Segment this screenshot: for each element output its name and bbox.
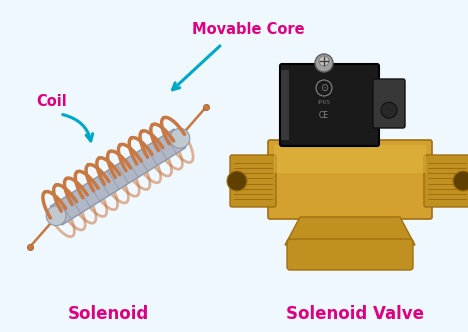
FancyBboxPatch shape bbox=[230, 155, 276, 207]
Circle shape bbox=[227, 171, 247, 191]
FancyBboxPatch shape bbox=[274, 145, 426, 173]
Text: Solenoid Valve: Solenoid Valve bbox=[286, 305, 424, 323]
Circle shape bbox=[453, 171, 468, 191]
Text: CE: CE bbox=[319, 112, 329, 121]
FancyBboxPatch shape bbox=[281, 70, 289, 140]
Circle shape bbox=[381, 102, 397, 118]
Circle shape bbox=[315, 54, 333, 72]
Circle shape bbox=[319, 56, 329, 66]
FancyBboxPatch shape bbox=[373, 79, 405, 128]
Text: IP65: IP65 bbox=[317, 100, 330, 105]
Text: Movable Core: Movable Core bbox=[192, 22, 304, 37]
Circle shape bbox=[170, 128, 190, 148]
FancyBboxPatch shape bbox=[424, 155, 468, 207]
FancyBboxPatch shape bbox=[287, 239, 413, 270]
Text: Coil: Coil bbox=[37, 95, 67, 110]
Polygon shape bbox=[50, 129, 186, 225]
Text: ⊙: ⊙ bbox=[320, 83, 328, 93]
Text: Solenoid: Solenoid bbox=[67, 305, 149, 323]
FancyBboxPatch shape bbox=[268, 140, 432, 219]
Polygon shape bbox=[285, 217, 415, 245]
FancyBboxPatch shape bbox=[280, 64, 379, 146]
Circle shape bbox=[46, 206, 66, 225]
